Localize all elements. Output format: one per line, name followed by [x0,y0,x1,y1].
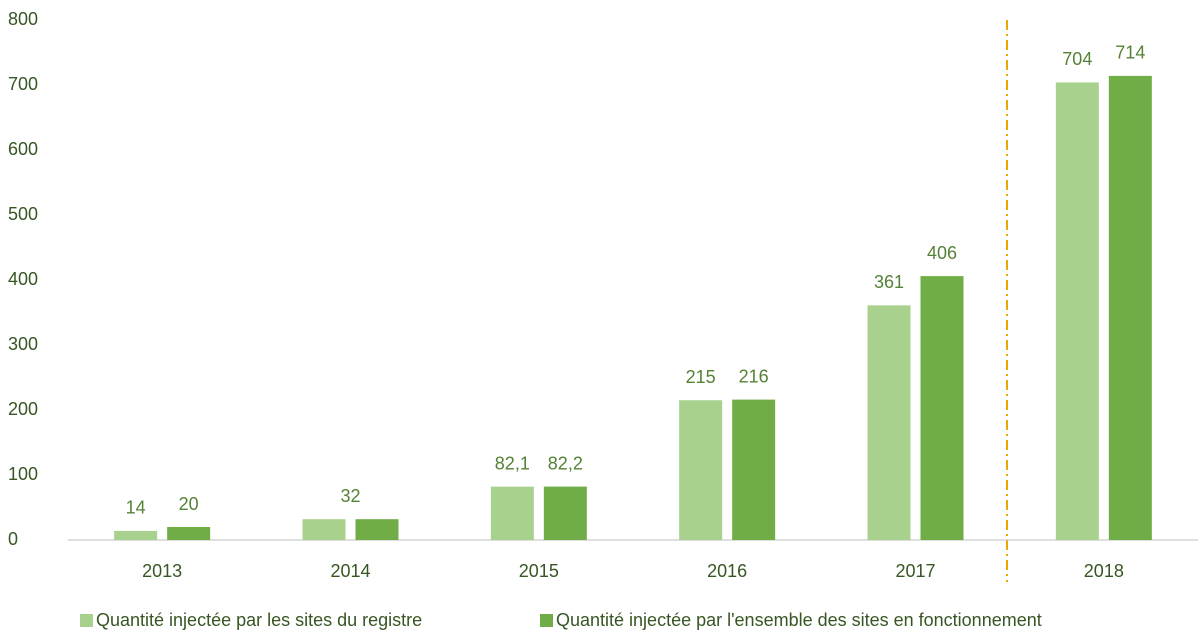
bar [543,486,587,540]
y-tick-label: 300 [8,334,38,354]
bar [920,276,964,540]
legend-label: Quantité injectée par les sites du regis… [96,610,422,630]
bar [355,519,399,540]
value-label: 82,2 [548,453,583,473]
y-tick-label: 200 [8,399,38,419]
value-label: 216 [739,366,769,386]
y-tick-label: 0 [8,529,18,549]
bar [167,527,211,540]
y-tick-label: 400 [8,269,38,289]
x-tick-label: 2017 [895,561,935,581]
y-tick-label: 100 [8,464,38,484]
value-label: 32 [340,486,360,506]
x-tick-label: 2013 [142,561,182,581]
bar [302,519,346,540]
bar [1108,75,1152,541]
legend-label: Quantité injectée par l'ensemble des sit… [556,610,1042,630]
legend-swatch [540,614,553,627]
bar [732,399,776,540]
bar [1055,82,1099,541]
x-tick-label: 2016 [707,561,747,581]
bar [114,530,158,540]
x-tick-label: 2014 [330,561,370,581]
value-label: 82,1 [495,453,530,473]
value-label: 20 [179,494,199,514]
value-label: 704 [1062,49,1092,69]
x-tick-label: 2018 [1084,561,1124,581]
value-label: 215 [686,367,716,387]
value-label: 406 [927,243,957,263]
bar [490,486,534,540]
bar [867,305,911,540]
y-tick-label: 600 [8,139,38,159]
y-tick-label: 700 [8,74,38,94]
value-label: 14 [126,498,146,518]
legend-swatch [80,614,93,627]
bar [679,400,723,540]
value-label: 714 [1115,43,1145,63]
y-tick-label: 500 [8,204,38,224]
value-label: 361 [874,272,904,292]
y-tick-label: 800 [8,9,38,29]
x-tick-label: 2015 [519,561,559,581]
